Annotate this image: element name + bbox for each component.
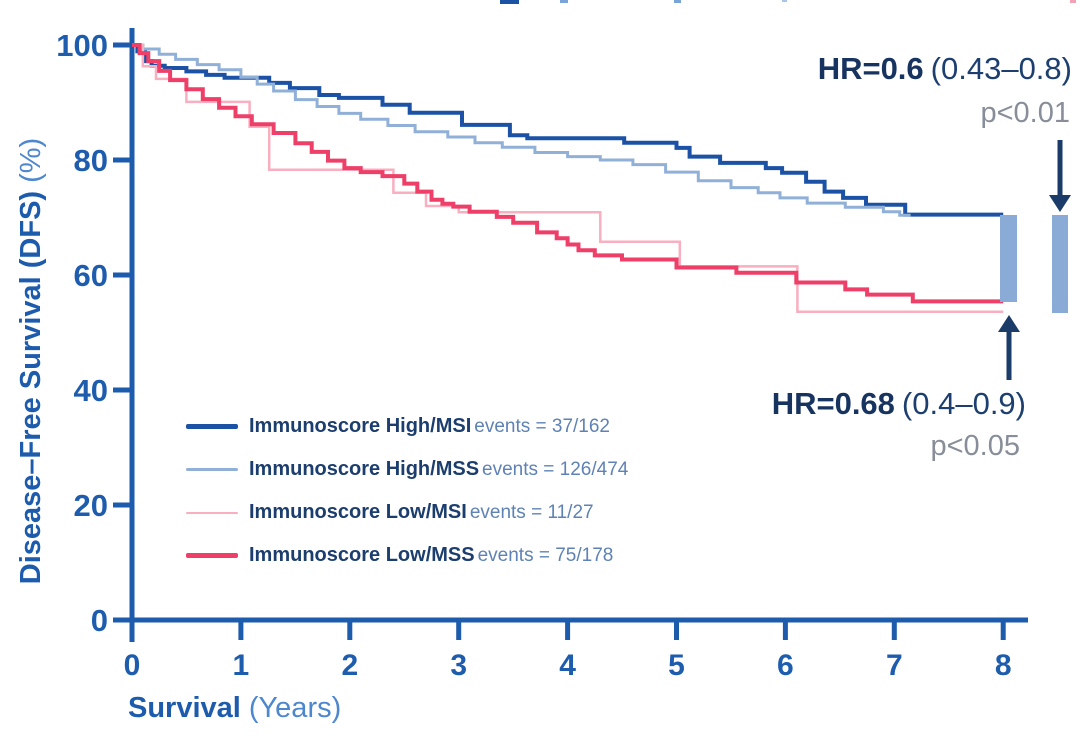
legend-series-name: Immunoscore High/MSS (249, 458, 480, 480)
legend-series-events: events = 37/162 (474, 415, 610, 437)
y-axis-title-main: Disease–Free Survival (DFS) (14, 190, 47, 585)
hr-value-top: HR=0.6 (817, 51, 924, 86)
y-axis-title-unit: (%) (14, 137, 47, 183)
hr-ci-top: (0.43–0.8) (930, 51, 1072, 86)
x-tick-label: 8 (995, 649, 1012, 682)
y-axis-title: Disease–Free Survival (DFS) (%) (11, 81, 51, 641)
legend: Immunoscore High/MSI events = 37/162 Immun… (186, 405, 628, 577)
legend-series-name: Immunoscore Low/MSI (249, 501, 467, 523)
legend-line-swatch (186, 553, 238, 558)
y-tick-label: 100 (56, 28, 108, 63)
legend-series-name: Immunoscore Low/MSS (249, 544, 475, 566)
hazard-ratio-annotation-top: HR=0.6 (0.43–0.8) (818, 51, 1072, 87)
legend-item: Immunoscore High/MSI events = 37/162 (186, 405, 628, 448)
cropped-title-fragment (560, 0, 568, 3)
legend-line-swatch (186, 511, 238, 514)
legend-series-events: events = 75/178 (477, 544, 614, 566)
x-tick-label: 2 (341, 649, 358, 682)
cropped-title-fragment (1070, 0, 1076, 3)
curve-immunoscore-high-mss (132, 43, 911, 217)
x-tick-label: 7 (886, 649, 903, 682)
x-tick-label: 0 (124, 649, 141, 682)
y-tick-label: 40 (74, 373, 108, 408)
x-axis-title-unit: (Years) (248, 692, 342, 724)
p-value-bottom: p<0.05 (930, 430, 1020, 462)
hr-ci-bottom: (0.4–0.9) (901, 386, 1026, 421)
cropped-title-fragment (674, 0, 681, 3)
legend-item: Immunoscore Low/MSS events = 75/178 (186, 534, 628, 577)
up-arrow-head (998, 315, 1020, 332)
x-tick-label: 3 (450, 649, 467, 682)
legend-series-events: events = 11/27 (469, 501, 594, 523)
x-axis-title-main: Survival (128, 692, 241, 724)
y-tick-label: 80 (74, 143, 108, 178)
legend-line-swatch (186, 468, 238, 471)
down-arrow-head (1049, 195, 1071, 212)
legend-series-name: Immunoscore High/MSI (249, 415, 472, 437)
hazard-ratio-annotation-bottom: HR=0.68 (0.4–0.9) (772, 386, 1026, 422)
y-tick-label: 60 (74, 258, 108, 293)
y-tick-label: 0 (91, 603, 108, 638)
legend-item: Immunoscore High/MSS events = 126/474 (186, 448, 628, 491)
x-tick-label: 6 (777, 649, 794, 682)
legend-series-events: events = 126/474 (482, 458, 629, 480)
curve-immunoscore-high-msi (132, 43, 1004, 217)
range-gap-bar (1052, 215, 1068, 313)
y-tick-label: 20 (74, 488, 108, 523)
curve-immunoscore-low-msi (132, 43, 1004, 314)
legend-line-swatch (186, 424, 238, 429)
x-axis-title: Survival (Years) (128, 692, 341, 725)
range-gap-bar (1000, 215, 1017, 302)
x-tick-label: 4 (559, 649, 576, 682)
x-tick-label: 1 (233, 649, 250, 682)
cropped-title-fragment (782, 0, 787, 2)
legend-item: Immunoscore Low/MSI events = 11/27 (186, 491, 628, 534)
p-value-top: p<0.01 (980, 97, 1070, 129)
cropped-title-fragment (500, 0, 519, 4)
curve-immunoscore-low-mss (132, 43, 1004, 304)
hr-value-bottom: HR=0.68 (771, 386, 895, 421)
x-tick-label: 5 (668, 649, 685, 682)
